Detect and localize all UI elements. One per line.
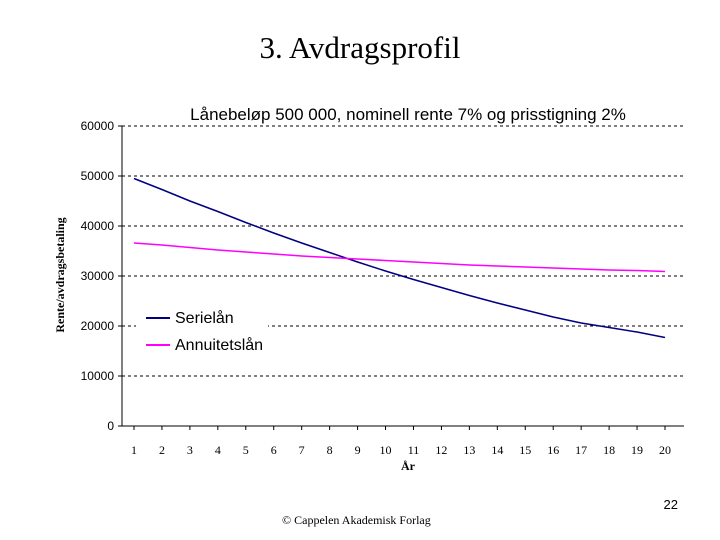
page-number: 22 xyxy=(663,497,678,512)
x-tick-label: 18 xyxy=(603,443,615,457)
x-tick-label: 14 xyxy=(491,443,503,457)
x-tick-label: 1 xyxy=(131,443,137,457)
legend: Serielån Annuitetslån xyxy=(136,300,268,360)
series-group xyxy=(133,177,666,339)
y-tick-label: 60000 xyxy=(81,119,115,133)
chart-title: Lånebeløp 500 000, nominell rente 7% og … xyxy=(190,105,626,124)
y-axis-label: Rente/avdragsbetaling xyxy=(53,217,67,332)
y-tick-label: 50000 xyxy=(81,169,115,183)
x-tick-label: 7 xyxy=(299,443,305,457)
legend-label: Annuitetslån xyxy=(175,336,263,354)
y-tick-labels: 0 10000 20000 30000 40000 50000 60000 xyxy=(81,119,115,433)
grid-lines xyxy=(118,125,684,430)
y-tick-label: 30000 xyxy=(81,269,115,283)
y-tick-label: 40000 xyxy=(81,219,115,233)
x-tick-label: 9 xyxy=(355,443,361,457)
series-line-seriel-n xyxy=(133,177,666,339)
x-axis-label: År xyxy=(401,459,416,473)
x-tick-label: 3 xyxy=(187,443,193,457)
x-tick-label: 4 xyxy=(215,443,221,457)
x-tick-label: 17 xyxy=(575,443,587,457)
x-tick-label: 12 xyxy=(435,443,447,457)
x-tick-label: 13 xyxy=(463,443,475,457)
x-tick-label: 5 xyxy=(243,443,249,457)
slide-title: 3. Avdragsprofil xyxy=(259,30,461,65)
x-tick-label: 6 xyxy=(271,443,277,457)
legend-background xyxy=(136,300,268,360)
x-tick-labels: 1 2 3 4 5 6 7 8 9 10 11 12 13 14 15 16 17 18 19 20 xyxy=(131,443,671,457)
x-tick-label: 16 xyxy=(547,443,559,457)
x-tick-label: 15 xyxy=(519,443,531,457)
x-tick-label: 10 xyxy=(380,443,392,457)
x-tick-label: 20 xyxy=(659,443,671,457)
y-tick-label: 20000 xyxy=(81,319,115,333)
copyright-notice: © Cappelen Akademisk Forlag xyxy=(282,513,431,527)
legend-label: Serielån xyxy=(175,309,234,327)
x-tick-label: 11 xyxy=(408,443,420,457)
y-tick-label: 10000 xyxy=(81,369,115,383)
x-tick-label: 19 xyxy=(631,443,643,457)
y-tick-label: 0 xyxy=(107,419,114,433)
x-tick-label: 2 xyxy=(159,443,165,457)
x-tick-label: 8 xyxy=(327,443,333,457)
series-line-annuitetsl-n xyxy=(133,242,666,273)
